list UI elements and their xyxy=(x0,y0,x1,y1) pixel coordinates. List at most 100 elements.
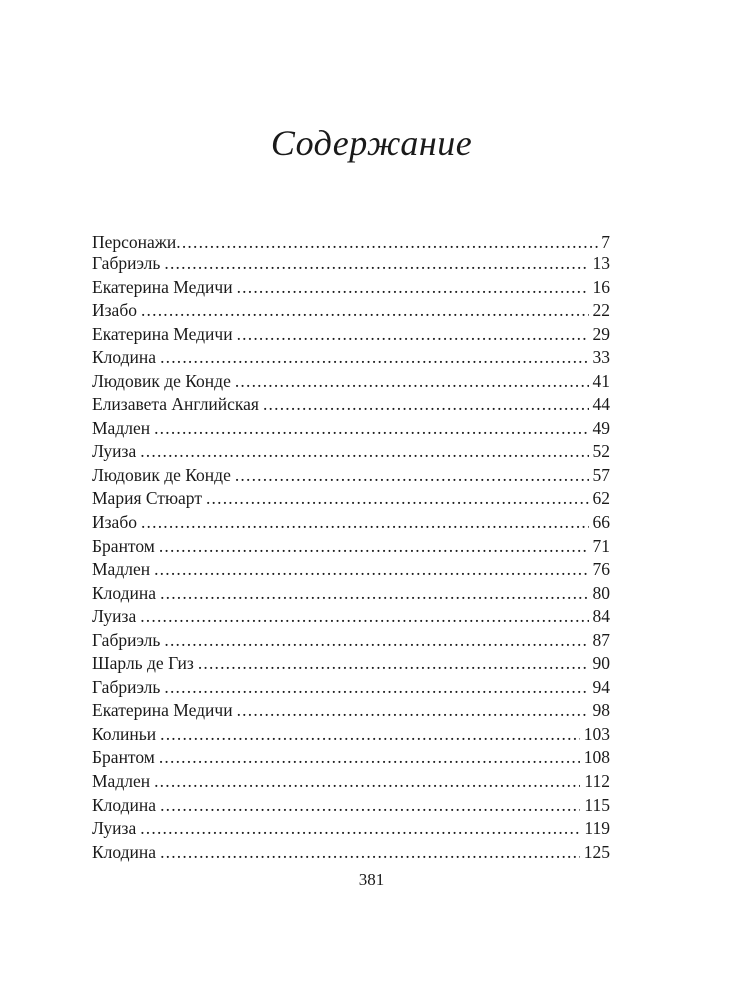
dot-leader xyxy=(237,276,589,300)
toc-entry: Клодина 80 xyxy=(92,582,610,606)
dot-leader xyxy=(160,346,588,370)
dot-leader xyxy=(141,511,589,535)
toc-entry: Клодина 125 xyxy=(92,841,610,865)
toc-entry: Колиньи 103 xyxy=(92,723,610,747)
toc-entry-label: Мадлен xyxy=(92,417,151,438)
toc-entry: Габриэль 87 xyxy=(92,629,610,653)
dot-leader xyxy=(159,746,580,770)
toc-entry-page: 13 xyxy=(592,253,611,273)
toc-entry-page: 115 xyxy=(584,794,610,815)
toc-entry-page: 29 xyxy=(592,323,611,344)
dot-leader xyxy=(160,723,580,747)
toc-entry-label: Габриэль xyxy=(92,676,161,697)
toc-entry: Екатерина Медичи 98 xyxy=(92,699,610,723)
toc-entry-label: Луиза xyxy=(92,818,137,839)
toc-intro: Персонажи 7 xyxy=(92,231,610,255)
dot-leader xyxy=(164,676,588,700)
dot-leader xyxy=(235,464,589,488)
dot-leader xyxy=(160,794,580,818)
toc-entry-page: 33 xyxy=(592,347,611,368)
toc-entry: Габриэль 13 xyxy=(92,252,610,276)
toc-entry-label: Мария Стюарт xyxy=(92,488,202,509)
toc-entry-label: Изабо xyxy=(92,300,137,321)
toc-entry-label: Екатерина Медичи xyxy=(92,276,233,297)
dot-leader xyxy=(140,440,588,464)
toc-entry-page: 41 xyxy=(592,370,611,391)
toc-entry-label: Брантом xyxy=(92,747,155,768)
toc-entry-label: Клодина xyxy=(92,841,157,862)
toc-entry-label: Клодина xyxy=(92,582,157,603)
dot-leader xyxy=(237,323,589,347)
dot-leader xyxy=(154,770,580,794)
toc-entry: Луиза 84 xyxy=(92,605,610,629)
toc-entry: Екатерина Медичи 29 xyxy=(92,323,610,347)
dot-leader xyxy=(141,299,589,323)
toc-entry-page: 103 xyxy=(583,723,610,744)
toc-entry-page: 84 xyxy=(592,606,611,627)
dot-leader xyxy=(160,582,588,606)
toc-entry-label: Мадлен xyxy=(92,559,151,580)
dot-leader xyxy=(140,605,588,629)
toc-entry-page: 112 xyxy=(584,771,610,792)
toc-entry-page: 52 xyxy=(592,441,611,462)
toc-entry: Шарль де Гиз 90 xyxy=(92,652,610,676)
toc-entry-label: Клодина xyxy=(92,347,157,368)
toc-entry-label: Шарль де Гиз xyxy=(92,653,194,674)
toc-entry-page: 22 xyxy=(592,300,611,321)
toc-entry: Брантом 108 xyxy=(92,746,610,770)
toc-entry-label: Габриэль xyxy=(92,253,161,273)
toc-entry: Луиза 119 xyxy=(92,817,610,841)
toc-entry: Брантом 71 xyxy=(92,535,610,559)
toc-entry: Луиза 52 xyxy=(92,440,610,464)
toc-entry-page: 66 xyxy=(592,512,611,533)
toc-entry-page: 87 xyxy=(592,629,611,650)
toc-entry-label: Людовик де Конде xyxy=(92,370,231,391)
toc-entry-page: 90 xyxy=(592,653,611,674)
toc-entry-page: 119 xyxy=(584,818,610,839)
toc-entry-page: 16 xyxy=(592,276,611,297)
toc-entry-page: 76 xyxy=(592,559,611,580)
toc-entry-label: Екатерина Медичи xyxy=(92,700,233,721)
toc-entry-label: Елизавета Английская xyxy=(92,394,259,415)
page-number: 381 xyxy=(358,870,385,889)
dot-leader xyxy=(235,370,589,394)
toc-entry-page: 125 xyxy=(583,841,610,862)
toc-entry-page: 71 xyxy=(592,535,611,556)
toc-entry: Елизавета Английская 44 xyxy=(92,393,610,417)
toc-entry-label: Екатерина Медичи xyxy=(92,323,233,344)
toc-entry-label: Мадлен xyxy=(92,771,151,792)
toc-list: Габриэль13Екатерина Медичи16Изабо22Екате… xyxy=(92,252,610,864)
toc-entry-page: 49 xyxy=(592,417,611,438)
toc-entry-label: Изабо xyxy=(92,512,137,533)
dot-leader xyxy=(206,487,589,511)
toc-entry-page: 94 xyxy=(592,676,611,697)
dot-leader xyxy=(154,558,588,582)
toc-entry-page: 98 xyxy=(592,700,611,721)
toc-entry-label: Клодина xyxy=(92,794,157,815)
toc-entry-label: Персонажи xyxy=(92,232,177,252)
dot-leader xyxy=(159,535,589,559)
dot-leader xyxy=(140,817,580,841)
toc-entry: Клодина 33 xyxy=(92,346,610,370)
toc-entry: Екатерина Медичи 16 xyxy=(92,276,610,300)
toc-entry-label: Брантом xyxy=(92,535,155,556)
toc-entry-page: 80 xyxy=(592,582,611,603)
toc-entry-page: 62 xyxy=(592,488,611,509)
toc-entry-page: 44 xyxy=(592,394,611,415)
toc-entry-label: Габриэль xyxy=(92,629,161,650)
toc-entry: Клодина 115 xyxy=(92,794,610,818)
toc-entry: Мария Стюарт 62 xyxy=(92,487,610,511)
toc-entry: Людовик де Конде 41 xyxy=(92,370,610,394)
dot-leader xyxy=(164,629,588,653)
toc-entry: Изабо 22 xyxy=(92,299,610,323)
toc-entry: Людовик де Конде 57 xyxy=(92,464,610,488)
toc-entry-page: 57 xyxy=(592,464,611,485)
toc-entry: Персонажи 7 xyxy=(92,231,610,255)
toc-entry: Изабо 66 xyxy=(92,511,610,535)
dot-leader xyxy=(237,699,589,723)
toc-entry: Габриэль 94 xyxy=(92,676,610,700)
toc-entry-page: 7 xyxy=(601,232,610,252)
dot-leader xyxy=(263,393,589,417)
toc-entry-label: Луиза xyxy=(92,606,137,627)
dot-leader xyxy=(176,231,601,255)
